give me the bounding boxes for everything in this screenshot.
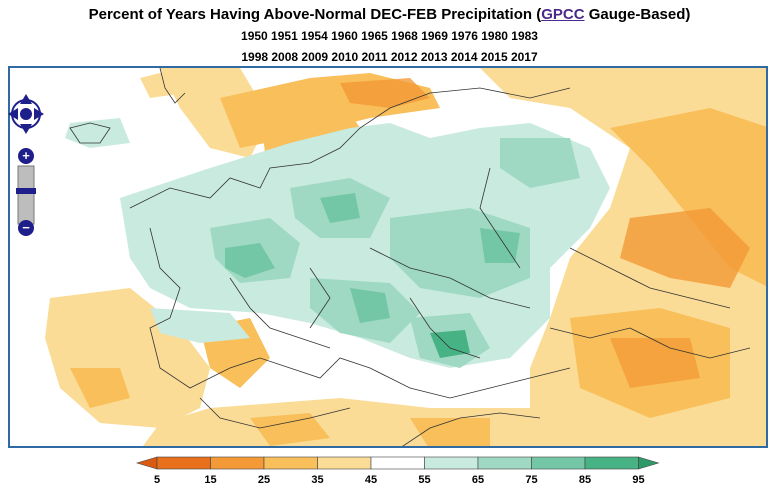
legend-label: 65: [472, 474, 484, 485]
map-navigation: + −: [8, 88, 48, 238]
legend-swatch: [210, 456, 265, 470]
legend-label: 45: [365, 474, 377, 485]
gpcc-link[interactable]: GPCC: [541, 6, 585, 23]
legend-swatch: [477, 456, 532, 470]
legend-swatch: [531, 456, 586, 470]
legend-label: 75: [525, 474, 537, 485]
legend-swatch: [370, 456, 425, 470]
years-line-1: 1950 1951 1954 1960 1965 1968 1969 1976 …: [241, 29, 538, 43]
color-legend: 5 15 25 35 45 55 65 75 85 95: [130, 455, 660, 486]
zoom-out-button[interactable]: −: [18, 220, 34, 236]
legend-swatch: [263, 456, 318, 470]
zoom-in-label: +: [22, 148, 30, 163]
legend-max-arrow: [638, 456, 660, 470]
title-suffix: Gauge-Based): [584, 6, 691, 23]
legend-label: 85: [579, 474, 591, 485]
zoom-in-button[interactable]: +: [18, 148, 34, 164]
zoom-slider-track[interactable]: [17, 165, 35, 225]
years-line-2: 1998 2008 2009 2010 2011 2012 2013 2014 …: [241, 50, 538, 64]
legend-label: 15: [204, 474, 216, 485]
legend-label: 5: [154, 474, 160, 485]
boundaries: [69, 68, 751, 446]
legend-label: 35: [311, 474, 323, 485]
legend-label: 95: [632, 474, 644, 485]
map-title: Percent of Years Having Above-Normal DEC…: [0, 5, 779, 25]
map-viewport[interactable]: [8, 66, 768, 448]
title-prefix: Percent of Years Having Above-Normal DEC…: [88, 6, 542, 23]
legend-label: 55: [418, 474, 430, 485]
wet-regions: [65, 118, 610, 368]
legend-swatch: [584, 456, 639, 470]
legend-label: 25: [258, 474, 270, 485]
legend-min-arrow: [135, 456, 158, 470]
zoom-out-label: −: [22, 220, 30, 235]
zoom-slider-handle[interactable]: [16, 188, 36, 194]
legend-swatch: [424, 456, 479, 470]
legend-swatch: [156, 456, 211, 470]
legend-swatch: [317, 456, 372, 470]
pan-arrows-icon[interactable]: [8, 94, 44, 134]
title-block: Percent of Years Having Above-Normal DEC…: [0, 5, 779, 67]
precipitation-map: [45, 68, 766, 446]
